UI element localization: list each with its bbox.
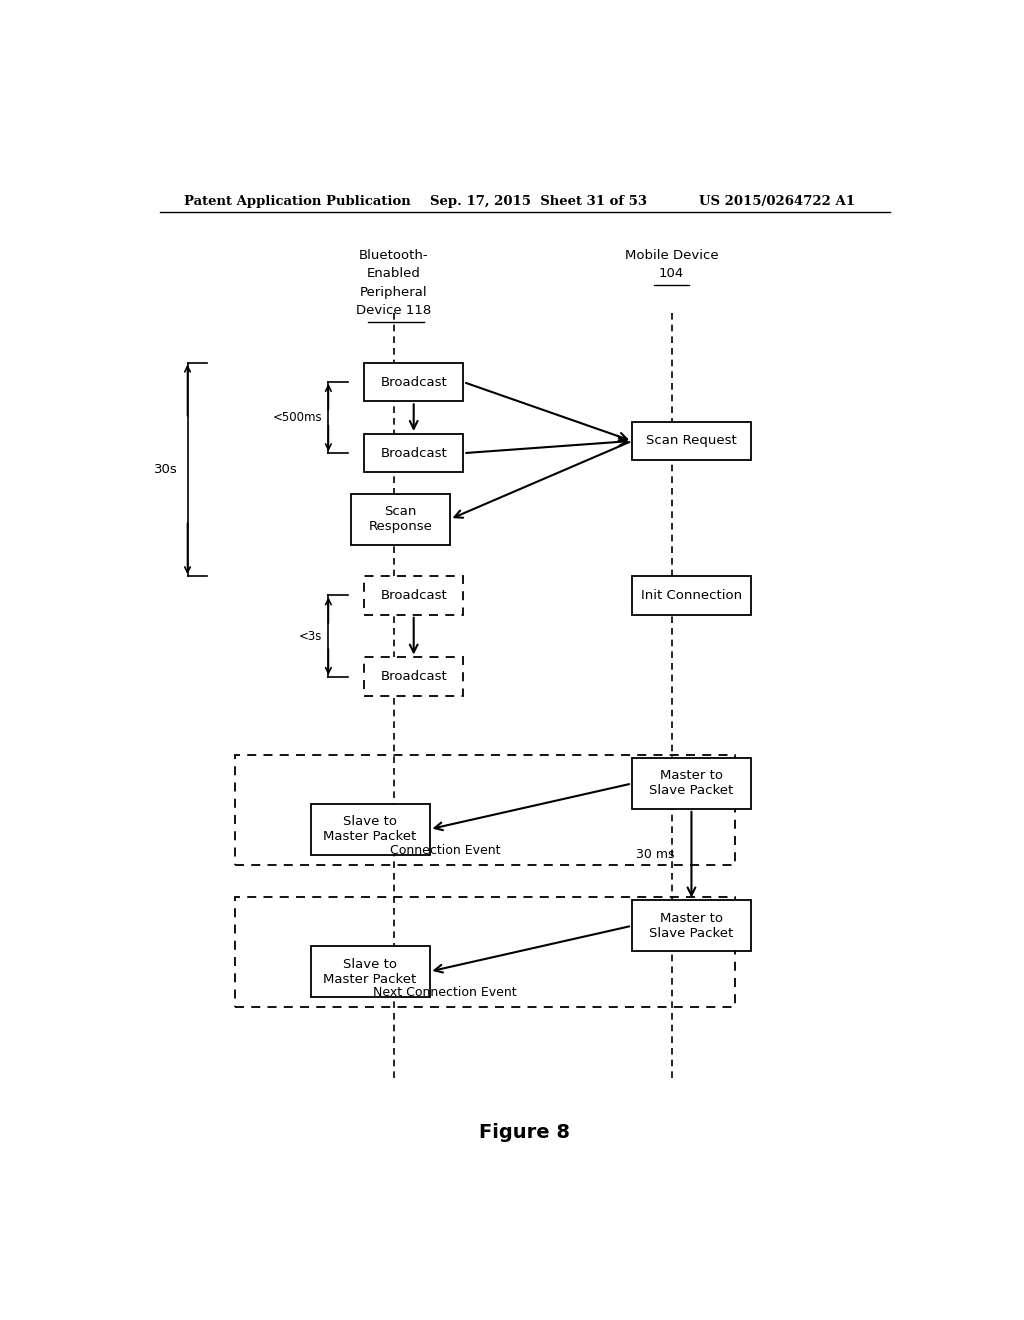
Text: Scan Request: Scan Request [646, 434, 737, 447]
FancyBboxPatch shape [632, 576, 751, 615]
FancyBboxPatch shape [350, 494, 450, 545]
Text: Slave to
Master Packet: Slave to Master Packet [324, 816, 417, 843]
Text: US 2015/0264722 A1: US 2015/0264722 A1 [699, 194, 855, 207]
FancyBboxPatch shape [632, 758, 751, 809]
Text: Broadcast: Broadcast [380, 446, 447, 459]
Text: Broadcast: Broadcast [380, 375, 447, 388]
Text: Patent Application Publication: Patent Application Publication [183, 194, 411, 207]
Text: <500ms: <500ms [272, 411, 322, 424]
Text: Peripheral: Peripheral [360, 285, 428, 298]
Text: Enabled: Enabled [367, 268, 421, 280]
Text: Figure 8: Figure 8 [479, 1122, 570, 1142]
Text: 104: 104 [659, 268, 684, 280]
FancyBboxPatch shape [632, 421, 751, 461]
FancyBboxPatch shape [310, 804, 430, 854]
Text: <3s: <3s [299, 630, 322, 643]
FancyBboxPatch shape [365, 434, 463, 473]
Text: Master to
Slave Packet: Master to Slave Packet [649, 912, 733, 940]
Text: Broadcast: Broadcast [380, 671, 447, 684]
Text: Mobile Device: Mobile Device [625, 249, 719, 263]
Text: Sep. 17, 2015  Sheet 31 of 53: Sep. 17, 2015 Sheet 31 of 53 [430, 194, 646, 207]
FancyBboxPatch shape [365, 363, 463, 401]
Text: Master to
Slave Packet: Master to Slave Packet [649, 770, 733, 797]
Text: Scan
Response: Scan Response [369, 506, 432, 533]
FancyBboxPatch shape [365, 657, 463, 696]
Text: Next Connection Event: Next Connection Event [374, 986, 517, 999]
Text: Connection Event: Connection Event [390, 843, 501, 857]
Text: Slave to
Master Packet: Slave to Master Packet [324, 957, 417, 986]
Text: Bluetooth-: Bluetooth- [359, 249, 429, 263]
FancyBboxPatch shape [632, 900, 751, 952]
FancyBboxPatch shape [310, 946, 430, 997]
Text: Broadcast: Broadcast [380, 589, 447, 602]
Text: 30 ms: 30 ms [637, 849, 675, 861]
FancyBboxPatch shape [365, 576, 463, 615]
Text: 30s: 30s [155, 463, 178, 477]
Text: Init Connection: Init Connection [641, 589, 742, 602]
Text: Device 118: Device 118 [356, 304, 431, 317]
